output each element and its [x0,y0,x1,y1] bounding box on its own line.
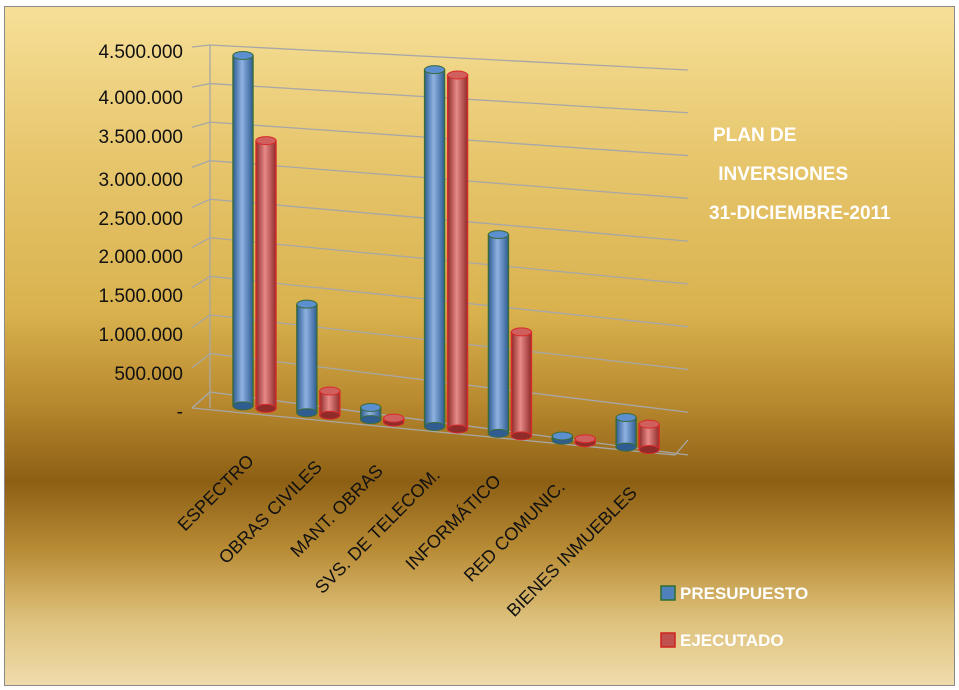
legend-item-presupuesto: PRESUPUESTO [660,584,808,603]
y-axis-tick-labels: 4.500.000 4.000.000 3.500.000 3.000.000 … [98,42,183,423]
bar-body [487,233,510,435]
bar-top [447,70,469,80]
bar-top [574,434,596,444]
bar-base [296,408,318,418]
legend: PRESUPUESTO EJECUTADO [660,584,808,650]
bar-base [615,442,637,452]
bar-top [360,402,382,412]
floor-front-edge [191,407,676,456]
chart-title-line: 31-DICIEMBRE-2011 [709,203,891,224]
y-tick-label: 2.000.000 [98,247,183,268]
bar-top [319,386,341,396]
category-label: SVS. DE TELECOM. [311,465,444,598]
legend-label: EJECUTADO [680,631,784,650]
bar-ejecutado [319,386,341,420]
bar-top [383,413,405,423]
gridline [209,44,689,71]
bar-presupuesto [551,431,573,445]
bar-body [296,303,318,414]
bar-body [232,54,254,407]
gridline-side [191,275,211,289]
gridline-side [191,237,211,249]
gridline-side [191,160,211,168]
bar-base [319,410,341,420]
gridline-side [191,314,211,329]
y-tick-label: 1.000.000 [98,325,183,346]
bar-base [424,422,446,432]
chart-title-line: INVERSIONES [713,164,848,185]
bar-base [447,424,469,434]
gridline-side [191,44,211,48]
bar-base [232,401,254,411]
y-tick-label: 4.500.000 [98,42,183,63]
bar-ejecutado [255,136,277,413]
bar-base [487,428,509,438]
bar-body [446,74,469,430]
bar-presupuesto [296,299,318,418]
x-axis-category-labels: ESPECTRO OBRAS CIVILES MANT. OBRAS SVS. … [174,451,641,621]
y-tick-label: - [177,402,183,423]
bar-presupuesto [615,413,637,452]
chart-title: PLAN DE INVERSIONES 31-DICIEMBRE-2011 [709,125,891,224]
bar-presupuesto [360,402,382,425]
bar-base [510,431,532,441]
bar-top [551,431,573,441]
bar-top [424,65,446,75]
bar-ejecutado [638,419,660,455]
y-tick-label: 3.000.000 [98,170,183,191]
bar-body [510,331,533,437]
y-tick-label: 500.000 [114,364,183,385]
gridline-side [191,121,211,128]
bar-top [638,419,660,429]
bar-base [255,403,277,413]
bar-top [232,50,254,60]
gridline-side [191,198,211,209]
y-tick-label: 1.500.000 [98,286,183,307]
bar-top [615,413,637,423]
bar-ejecutado [383,413,405,427]
legend-swatch-red [660,632,676,648]
bar-top [296,299,318,309]
bar-presupuesto [232,50,254,411]
bar-body [255,139,277,410]
bar-top [510,327,532,337]
legend-swatch-blue [660,585,676,601]
gridline-side [191,352,211,369]
floor-edge-right [674,439,689,456]
legend-label: PRESUPUESTO [680,584,808,603]
bars [232,50,660,455]
legend-item-ejecutado: EJECUTADO [660,631,784,650]
bar-ejecutado [510,327,533,441]
bar-top [255,136,277,146]
bar-presupuesto [423,65,446,432]
y-tick-label: 4.000.000 [98,88,183,109]
category-label: BIENES INMUEBLES [503,483,641,621]
bar-presupuesto [487,230,510,438]
bar-base [360,415,382,425]
chart-title-line: PLAN DE [713,125,796,146]
floor-edge-left [191,391,211,409]
y-tick-label: 3.500.000 [98,127,183,148]
y-tick-label: 2.500.000 [98,209,183,230]
gridline-side [191,82,211,88]
bar-ejecutado [446,70,469,434]
bar-base [638,445,660,455]
bar-body [423,68,446,428]
bar-top [487,230,509,240]
bar-ejecutado [574,434,596,448]
